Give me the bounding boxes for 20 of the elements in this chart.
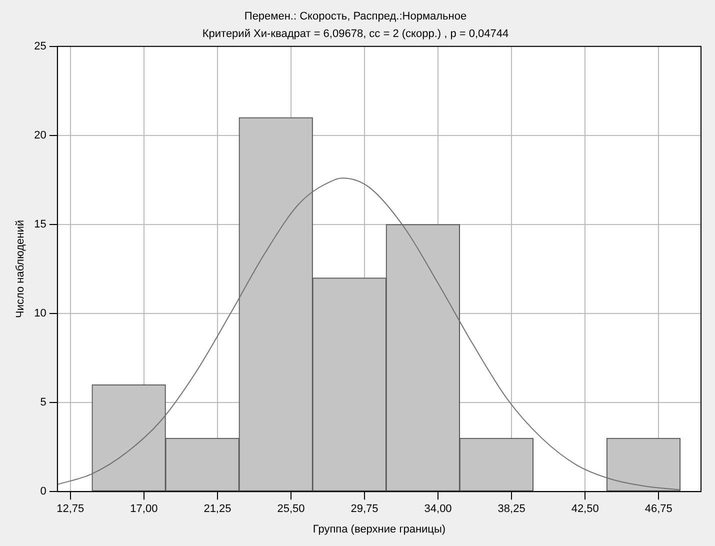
y-tick-label: 0 [40, 486, 46, 498]
chart-title: Перемен.: Скорость, Распред.:Нормальное [244, 10, 467, 23]
x-tick-label: 17,00 [130, 503, 158, 516]
x-tick-label: 25,50 [277, 503, 305, 516]
line-series [57, 178, 681, 490]
y-tick-label: 15 [34, 218, 46, 231]
chart-subtitle: Критерий Хи-квадрат = 6,09678, сс = 2 (скорр.) , p = 0,04744 [202, 28, 509, 40]
x-tick-label: 12,75 [56, 503, 84, 516]
x-tick-label: 21,25 [204, 503, 232, 516]
y-axis-title: Число наблюдений [14, 220, 27, 318]
x-axis-title: Группа (верхние границы) [312, 523, 446, 536]
x-tick-label: 34,00 [424, 503, 452, 516]
y-tick-label: 10 [34, 308, 46, 320]
x-tick-label: 29,75 [350, 503, 378, 516]
x-tick-label: 38,25 [498, 503, 526, 516]
y-tick-label: 20 [34, 129, 46, 142]
y-tick-label: 5 [40, 396, 46, 409]
x-tick-label: 46,75 [644, 503, 672, 516]
x-tick-label: 42,50 [571, 503, 599, 516]
y-tick-label: 25 [34, 40, 46, 52]
